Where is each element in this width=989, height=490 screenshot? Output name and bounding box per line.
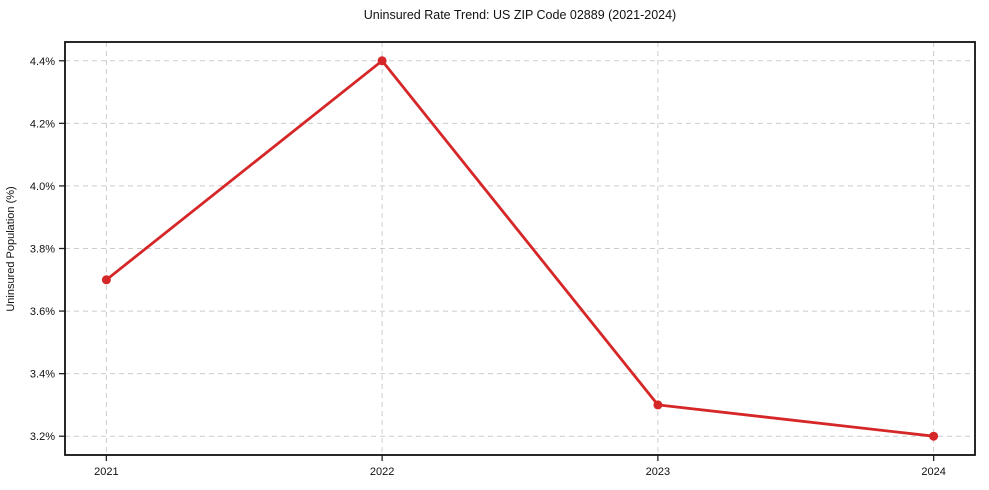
x-tick-label: 2023	[646, 466, 670, 478]
y-tick-label: 4.2%	[30, 118, 55, 130]
y-tick-label: 3.6%	[30, 306, 55, 318]
x-tick-label: 2024	[921, 466, 945, 478]
y-tick-label: 4.4%	[30, 56, 55, 68]
plot-area: 3.2% 3.4% 3.6% 3.8% 4.0% 4.2% 4.4% 2021 2022 2023…	[30, 41, 976, 478]
y-axis-label: Uninsured Population (%)	[5, 186, 17, 311]
y-tick-label: 3.2%	[30, 431, 55, 443]
y-tick-label: 3.8%	[30, 244, 55, 256]
y-tick-label: 3.4%	[30, 369, 55, 381]
trend-line	[105, 59, 935, 438]
plot-border	[64, 41, 976, 456]
data-point	[929, 431, 939, 441]
data-point	[101, 275, 111, 285]
data-point	[377, 56, 387, 66]
x-tick-label: 2021	[94, 466, 118, 478]
chart-title: Uninsured Rate Trend: US ZIP Code 02889 …	[364, 8, 676, 22]
y-tick-label: 4.0%	[30, 181, 55, 193]
x-tick-label: 2022	[370, 466, 394, 478]
data-point	[653, 400, 663, 410]
